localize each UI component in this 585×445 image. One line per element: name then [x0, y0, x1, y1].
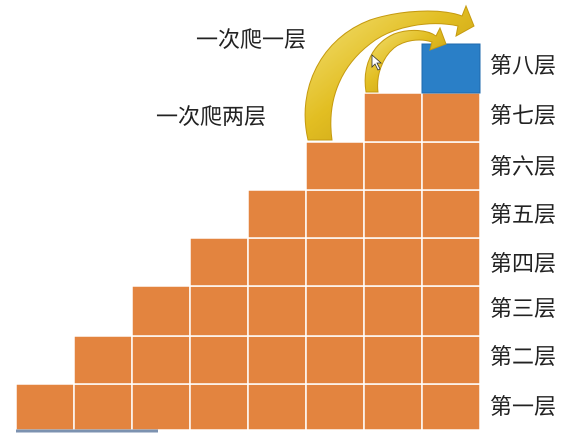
step-block-level-2	[73, 335, 133, 385]
climb-one-caption: 一次爬一层	[196, 28, 307, 53]
floor-label-4: 第四层	[490, 252, 557, 277]
step-block-level-4	[421, 237, 481, 287]
step-block-level-1	[421, 383, 481, 431]
floor-label-3: 第三层	[490, 297, 557, 322]
climb-two-caption: 一次爬两层	[156, 105, 267, 130]
step-block-level-3	[131, 285, 191, 337]
step-block-level-2	[247, 335, 307, 385]
climb-two-arrow	[304, 4, 475, 141]
step-block-level-1	[363, 383, 423, 431]
step-block-level-7	[363, 92, 423, 143]
step-block-level-1	[189, 383, 249, 431]
floor-label-8: 第八层	[490, 54, 557, 79]
climb-one-arrow	[364, 26, 447, 93]
step-block-level-3	[363, 285, 423, 337]
step-block-level-4	[189, 237, 249, 287]
step-block-level-2	[305, 335, 365, 385]
step-block-level-6	[421, 141, 481, 191]
step-block-level-4	[363, 237, 423, 287]
floor-label-7: 第七层	[490, 104, 557, 129]
step-block-level-3	[305, 285, 365, 337]
step-block-level-2	[363, 335, 423, 385]
staircase-blocks	[15, 43, 481, 431]
step-block-level-3	[247, 285, 307, 337]
step-block-level-5	[247, 189, 307, 239]
step-block-level-5	[421, 189, 481, 239]
step-block-level-7	[421, 92, 481, 143]
step-block-level-2	[131, 335, 191, 385]
step-block-level-5	[305, 189, 365, 239]
step-block-level-2	[421, 335, 481, 385]
step-block-level-6	[305, 141, 365, 191]
step-block-level-1	[15, 383, 75, 431]
floor-label-2: 第二层	[490, 345, 557, 370]
step-block-level-6	[363, 141, 423, 191]
step-block-level-1	[73, 383, 133, 431]
floor-label-6: 第六层	[490, 155, 557, 180]
step-block-level-3	[421, 285, 481, 337]
step-block-level-4	[305, 237, 365, 287]
step-block-level-1	[247, 383, 307, 431]
step-block-level-5	[363, 189, 423, 239]
floor-label-5: 第五层	[490, 203, 557, 228]
top-step-block	[421, 43, 481, 94]
step-block-level-3	[189, 285, 249, 337]
step-block-level-1	[131, 383, 191, 431]
step-block-level-1	[305, 383, 365, 431]
step-block-level-4	[247, 237, 307, 287]
step-block-level-2	[189, 335, 249, 385]
cursor-icon	[371, 54, 383, 71]
floor-label-1: 第一层	[490, 395, 557, 420]
